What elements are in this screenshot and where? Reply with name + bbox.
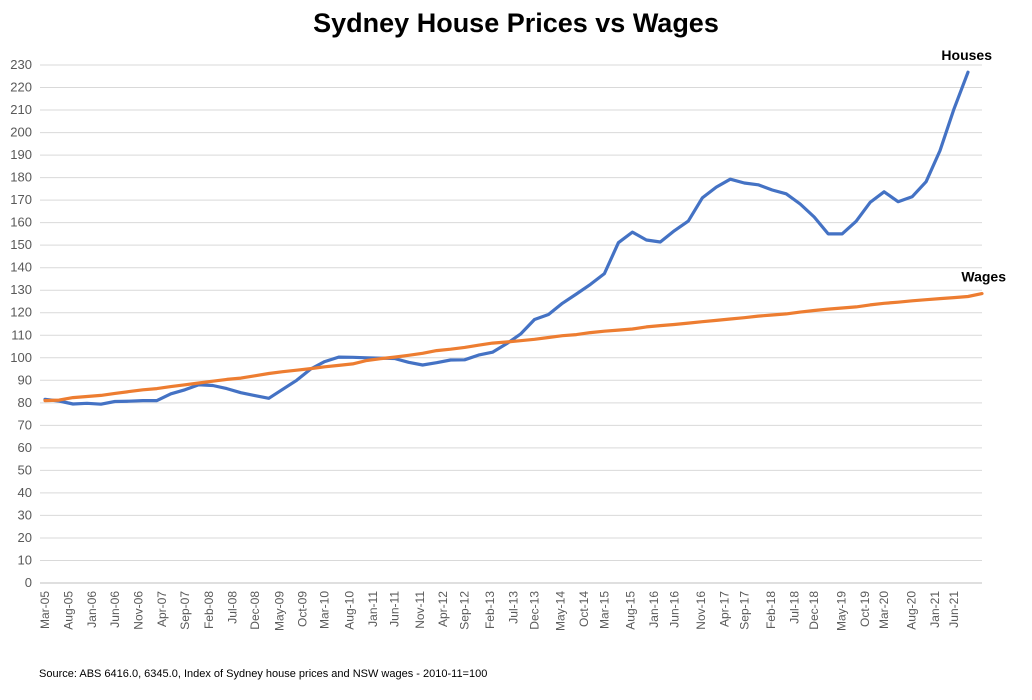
series-lines [43,70,984,406]
series-label-wages: Wages [961,269,1006,285]
y-tick-label: 90 [18,372,32,387]
y-tick-label: 80 [18,395,32,410]
y-tick-label: 40 [18,485,32,500]
x-tick-label: Mar-05 [38,591,52,629]
x-tick-label: Feb-08 [202,591,216,629]
x-tick-label: Aug-10 [343,591,357,630]
y-tick-label: 160 [10,215,32,230]
x-tick-label: Nov-16 [694,591,708,630]
x-tick-label: Jun-11 [388,591,402,627]
source-note: Source: ABS 6416.0, 6345.0, Index of Syd… [39,668,488,680]
x-tick-label: Aug-20 [905,591,919,630]
x-tick-label: Jul-18 [788,591,802,624]
y-tick-label: 140 [10,260,32,275]
x-tick-label: Apr-12 [436,591,450,627]
x-tick-label: May-09 [272,591,286,631]
y-tick-label: 20 [18,530,32,545]
x-tick-label: Sep-17 [737,591,751,630]
x-tick-label: Jan-11 [366,591,380,627]
y-tick-label: 220 [10,80,32,95]
x-tick-label: Jun-06 [108,591,122,628]
y-tick-label: 100 [10,350,32,365]
y-tick-label: 120 [10,305,32,320]
gridlines [40,64,982,584]
series-labels: Houses Wages [941,47,1006,284]
x-tick-label: Oct-14 [577,591,591,627]
series-label-houses: Houses [941,47,992,63]
y-tick-label: 10 [18,552,32,567]
series-line-wages [43,292,984,403]
y-tick-label: 130 [10,282,32,297]
y-tick-label: 190 [10,147,32,162]
chart-title: Sydney House Prices vs Wages [313,8,719,38]
x-tick-label: Dec-13 [527,591,541,630]
x-tick-label: Dec-08 [248,591,262,630]
x-tick-label: Jan-21 [928,591,942,628]
x-tick-label: Mar-20 [877,591,891,629]
y-tick-label: 60 [18,440,32,455]
series-line-houses [43,70,970,406]
y-tick-label: 70 [18,417,32,432]
x-tick-label: Aug-15 [624,591,638,630]
y-tick-label: 170 [10,192,32,207]
x-tick-label: Aug-05 [61,591,75,630]
x-tick-label: Jan-06 [85,591,99,628]
x-tick-label: Apr-07 [155,591,169,627]
x-tick-label: Mar-10 [318,591,332,629]
x-tick-label: Sep-07 [178,591,192,630]
y-tick-label: 30 [18,507,32,522]
x-tick-label: Oct-09 [296,591,310,627]
x-tick-label: May-14 [553,591,567,631]
y-tick-label: 150 [10,237,32,252]
x-tick-label: Jul-13 [507,591,521,624]
y-tick-label: 0 [25,575,32,590]
x-tick-label: Jun-21 [947,591,961,628]
x-tick-label: Jul-08 [225,591,239,624]
y-tick-label: 210 [10,102,32,117]
y-tick-label: 200 [10,125,32,140]
y-tick-label: 230 [10,57,32,72]
x-tick-label: Oct-19 [858,591,872,627]
x-tick-label: Jan-16 [647,591,661,628]
y-tick-label: 50 [18,462,32,477]
x-tick-label: Jun-16 [667,591,681,628]
x-tick-label: Apr-17 [717,591,731,627]
x-tick-label: Nov-06 [132,591,146,630]
x-tick-label: Dec-18 [807,591,821,630]
x-tick-label: May-19 [834,591,848,631]
x-tick-label: Mar-15 [597,591,611,629]
x-tick-label: Nov-11 [413,591,427,629]
y-tick-label: 180 [10,170,32,185]
x-tick-label: Sep-12 [458,591,472,630]
y-tick-label: 110 [11,327,32,342]
axes: 0 10 20 30 40 50 60 70 80 90 100 110 120 130 140 150 160… [10,57,982,631]
x-tick-label: Feb-13 [483,591,497,629]
x-tick-label: Feb-18 [764,591,778,629]
